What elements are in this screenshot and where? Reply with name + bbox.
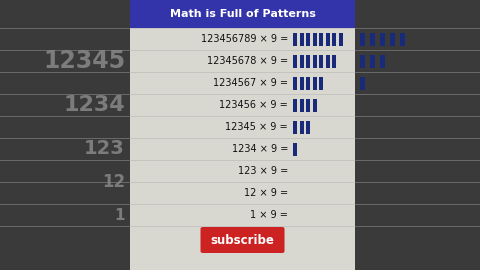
Bar	[300, 99, 303, 112]
Bar	[380, 32, 385, 46]
Bar	[360, 55, 365, 68]
Bar	[332, 55, 336, 68]
Bar	[300, 55, 303, 68]
Bar	[312, 55, 316, 68]
Bar	[360, 76, 365, 89]
Bar	[312, 32, 316, 46]
Text: 12345 × 9 =: 12345 × 9 =	[226, 122, 288, 132]
Bar	[293, 99, 297, 112]
Bar	[325, 55, 329, 68]
Bar	[130, 0, 355, 270]
Bar	[370, 32, 375, 46]
FancyBboxPatch shape	[201, 227, 285, 253]
Bar	[293, 143, 297, 156]
Bar	[380, 55, 385, 68]
Text: 1234 × 9 =: 1234 × 9 =	[232, 144, 288, 154]
Bar	[306, 32, 310, 46]
Bar	[300, 32, 303, 46]
Bar	[319, 76, 323, 89]
Bar	[293, 76, 297, 89]
Bar	[306, 120, 310, 133]
Text: 12345678 × 9 =: 12345678 × 9 =	[207, 56, 288, 66]
Bar	[130, 0, 355, 28]
Text: 123456 × 9 =: 123456 × 9 =	[219, 100, 288, 110]
Text: 1234: 1234	[63, 95, 125, 115]
Text: 1: 1	[115, 208, 125, 222]
Text: 123 × 9 =: 123 × 9 =	[238, 166, 288, 176]
Text: 123: 123	[84, 140, 125, 158]
Text: 123456789 × 9 =: 123456789 × 9 =	[201, 34, 288, 44]
Bar	[306, 76, 310, 89]
Bar	[338, 32, 343, 46]
Bar	[319, 55, 323, 68]
Text: 1 × 9 =: 1 × 9 =	[250, 210, 288, 220]
Bar	[312, 76, 316, 89]
Bar	[312, 99, 316, 112]
Bar	[293, 55, 297, 68]
Bar	[306, 99, 310, 112]
Bar	[293, 120, 297, 133]
Bar	[300, 120, 303, 133]
Text: 12 × 9 =: 12 × 9 =	[244, 188, 288, 198]
Text: 1234567 × 9 =: 1234567 × 9 =	[213, 78, 288, 88]
Bar	[306, 55, 310, 68]
Text: 12: 12	[102, 173, 125, 191]
Bar	[325, 32, 329, 46]
Text: 12345: 12345	[43, 49, 125, 73]
Bar	[300, 76, 303, 89]
Bar	[360, 32, 365, 46]
Bar	[319, 32, 323, 46]
Bar	[370, 55, 375, 68]
Bar	[293, 32, 297, 46]
Bar	[400, 32, 405, 46]
Bar	[332, 32, 336, 46]
Text: subscribe: subscribe	[211, 234, 275, 247]
Bar	[390, 32, 395, 46]
Text: Math is Full of Patterns: Math is Full of Patterns	[169, 9, 315, 19]
